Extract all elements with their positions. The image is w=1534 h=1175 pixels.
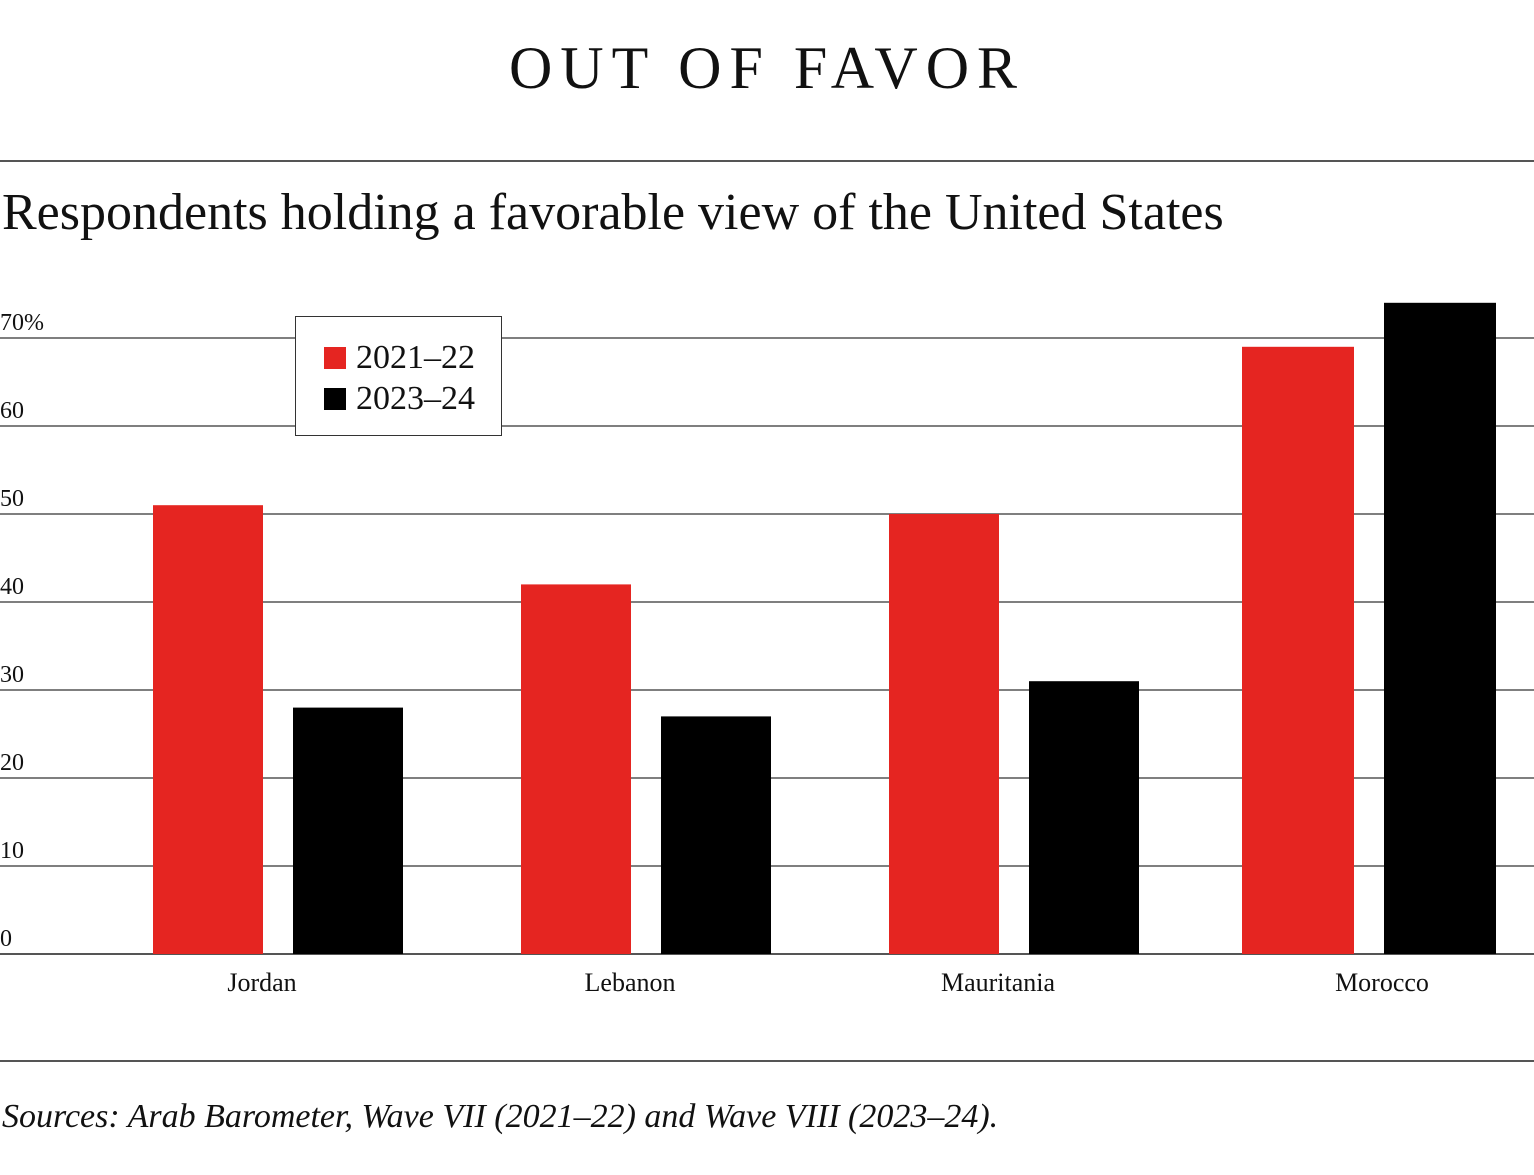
y-tick-label: 10 <box>0 838 24 864</box>
bar-lebanon-2023-24 <box>661 716 771 954</box>
y-tick-label: 20 <box>0 750 24 776</box>
y-tick-label: 0 <box>0 926 12 952</box>
chart-headline: OUT OF FAVOR <box>508 35 1026 101</box>
bar-mauritania-2021-22 <box>889 514 999 954</box>
x-tick-label-morocco: Morocco <box>1335 968 1429 997</box>
legend-swatch-2021-22 <box>324 347 346 369</box>
chart-title: Respondents holding a favorable view of … <box>2 184 1224 241</box>
legend-item-2021-22: 2021–22 <box>324 341 475 375</box>
bar-morocco-2021-22 <box>1242 346 1354 954</box>
chart-legend: 2021–22 2023–24 <box>295 316 502 436</box>
x-tick-label-mauritania: Mauritania <box>941 968 1056 997</box>
legend-item-2023-24: 2023–24 <box>324 382 475 416</box>
bar-morocco-2023-24 <box>1384 302 1496 954</box>
bar-jordan-2023-24 <box>293 707 403 954</box>
y-tick-label: 70% <box>0 310 44 336</box>
legend-label-2021-22: 2021–22 <box>356 339 475 376</box>
y-tick-label: 60 <box>0 398 24 424</box>
source-note: Sources: Arab Barometer, Wave VII (2021–… <box>2 1098 999 1135</box>
top-divider <box>0 160 1534 162</box>
bar-chart: 0 10 20 30 40 50 60 70% Jordan Lebanon Mauritania M… <box>0 302 1534 997</box>
bottom-divider <box>0 1060 1534 1062</box>
legend-label-2023-24: 2023–24 <box>356 380 475 417</box>
y-tick-label: 30 <box>0 662 24 688</box>
legend-swatch-2023-24 <box>324 388 346 410</box>
x-tick-label-lebanon: Lebanon <box>585 968 676 997</box>
bar-lebanon-2021-22 <box>521 584 631 954</box>
y-tick-label: 40 <box>0 574 24 600</box>
y-tick-label: 50 <box>0 486 24 512</box>
bar-mauritania-2023-24 <box>1029 681 1139 954</box>
bar-jordan-2021-22 <box>153 505 263 954</box>
x-tick-label-jordan: Jordan <box>227 968 296 997</box>
